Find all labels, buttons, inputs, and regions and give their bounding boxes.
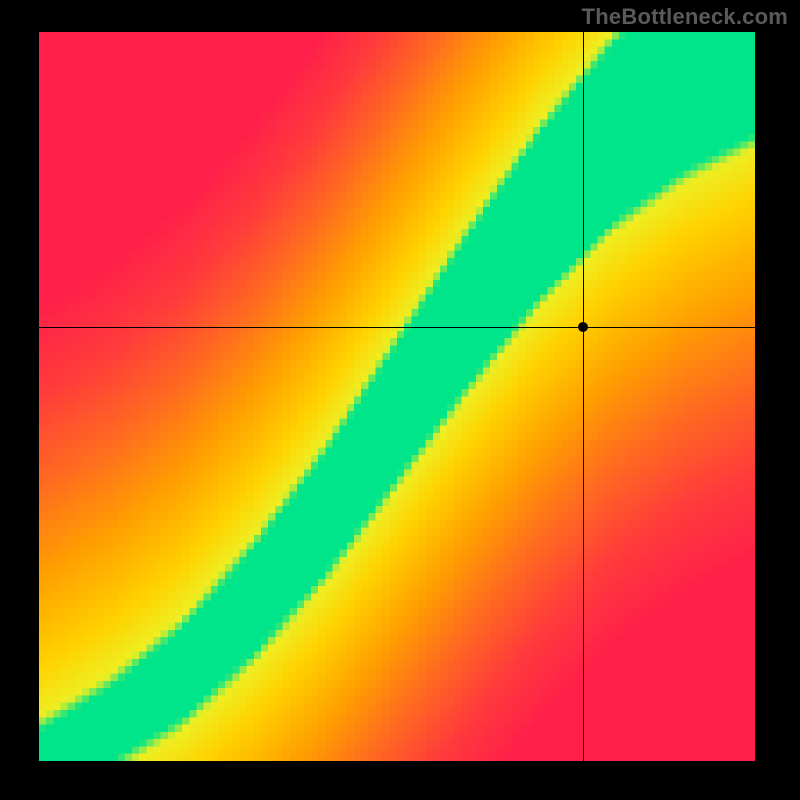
crosshair-vertical-line bbox=[583, 32, 584, 761]
crosshair-horizontal-line bbox=[39, 327, 755, 328]
figure-container: TheBottleneck.com bbox=[0, 0, 800, 800]
watermark-text: TheBottleneck.com bbox=[582, 4, 788, 30]
bottleneck-heatmap bbox=[39, 32, 755, 761]
